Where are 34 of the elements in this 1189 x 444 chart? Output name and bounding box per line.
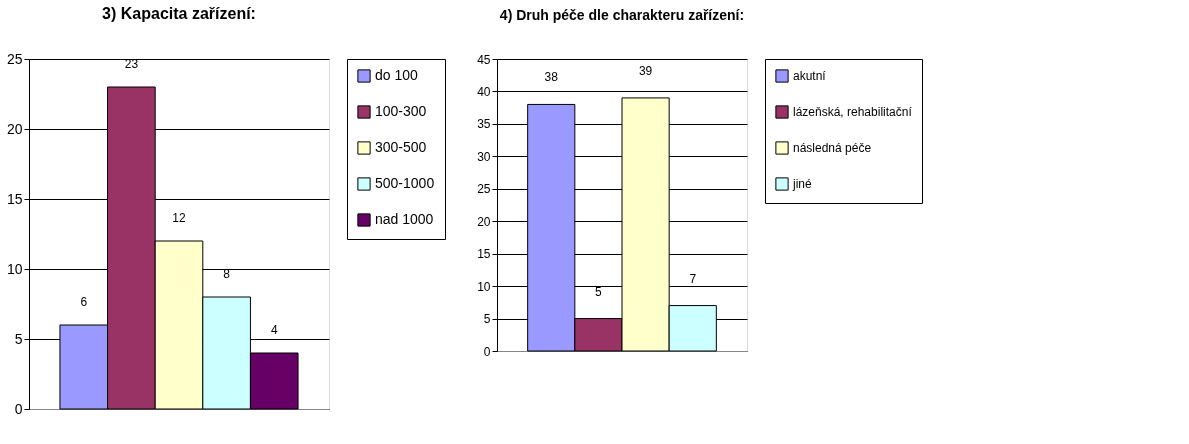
y-tick-label: 5 [483, 312, 491, 327]
data-label: 4 [270, 323, 278, 337]
legend-label: jiné [792, 177, 813, 191]
y-tick-label: 30 [477, 149, 491, 164]
legend-label: 300-500 [375, 139, 427, 155]
legend-label: 500-1000 [375, 175, 435, 191]
y-tick-label: 40 [477, 84, 491, 99]
chart-title: 3) Kapacita zařízení: [102, 5, 256, 22]
y-tick-label: 0 [14, 400, 23, 417]
y-tick-label: 10 [477, 279, 491, 294]
y-tick-label: 10 [6, 260, 23, 277]
data-label: 5 [595, 284, 603, 299]
data-label: 12 [172, 211, 186, 225]
y-tick-label: 35 [477, 117, 491, 132]
y-tick-label: 15 [6, 190, 23, 207]
y-tick-label: 5 [14, 330, 23, 347]
legend-label: následná péče [793, 141, 872, 155]
y-tick-label: 0 [483, 344, 491, 359]
data-label: 6 [80, 295, 88, 309]
legend-label: nad 1000 [375, 211, 434, 227]
y-tick-label: 20 [477, 214, 491, 229]
data-label: 38 [544, 70, 559, 85]
legend-label: akutní [793, 69, 827, 83]
data-label: 39 [638, 63, 653, 78]
y-tick-label: 25 [6, 50, 23, 67]
y-tick-label: 25 [477, 182, 491, 197]
y-tick-label: 15 [477, 247, 491, 262]
data-label: 7 [689, 271, 697, 286]
legend-label: lázeňská, rehabilitační [793, 105, 913, 119]
legend-label: do 100 [375, 67, 419, 83]
legend-label: 100-300 [375, 103, 427, 119]
y-tick-label: 45 [477, 52, 491, 67]
y-tick-label: 20 [6, 120, 23, 137]
chart-title: 4) Druh péče dle charakteru zařízení: [499, 7, 745, 23]
